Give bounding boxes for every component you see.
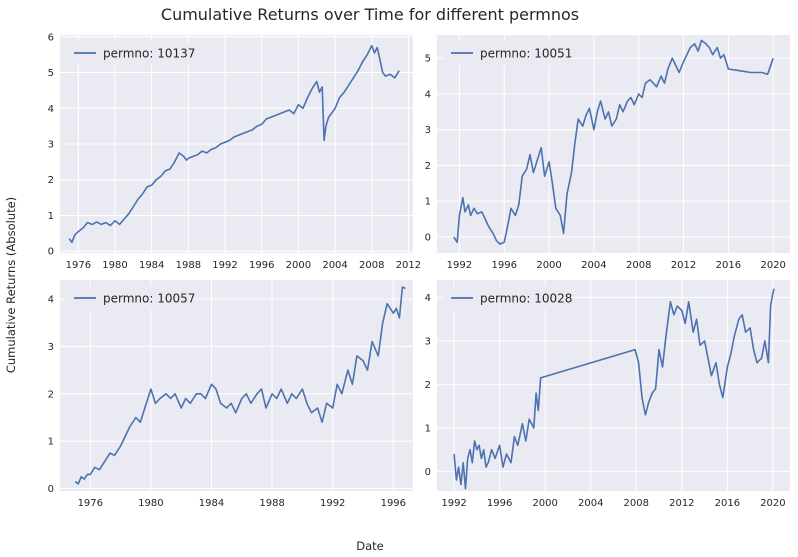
- plot-area: [437, 280, 790, 491]
- x-tick-label: 1976: [66, 260, 91, 271]
- y-tick-label: 2: [425, 380, 431, 391]
- legend-label: permno: 10028: [480, 292, 572, 306]
- x-tick-label: 2012: [669, 498, 694, 509]
- series-line: [453, 39, 774, 245]
- x-tick-label: 2000: [532, 498, 557, 509]
- plot-area: [60, 280, 413, 491]
- x-tick-label: 1980: [138, 498, 163, 509]
- x-tick-label: 1992: [320, 498, 345, 509]
- x-tick-label: 2008: [626, 260, 651, 271]
- x-tick-label: 1992: [212, 260, 237, 271]
- x-tick-label: 2008: [624, 498, 649, 509]
- legend-label: permno: 10057: [103, 292, 195, 306]
- x-tick-label: 1996: [249, 260, 274, 271]
- y-tick-label: 0: [425, 232, 431, 243]
- y-tick-label: 1: [425, 197, 431, 208]
- y-tick-label: 2: [48, 389, 54, 400]
- y-tick-label: 2: [425, 161, 431, 172]
- y-tick-label: 0: [48, 484, 54, 495]
- legend-box: [66, 286, 189, 310]
- legend: permno: 10137: [66, 41, 195, 65]
- x-tick-label: 2016: [716, 260, 741, 271]
- subplot-10137: 1976 1980 1984 1988 1992 1996 2000 2004 2008 2012…: [48, 32, 422, 271]
- legend: permno: 10057: [66, 286, 195, 310]
- y-tick-label: 1: [425, 423, 431, 434]
- x-tick-label: 1996: [487, 498, 512, 509]
- subplot-10057: 1976 1980 1984 1988 1992 1996 0 1 2 3 4 permno: 100…: [48, 280, 413, 509]
- x-tick-label: 2004: [581, 260, 606, 271]
- x-tick-label: 2004: [322, 260, 347, 271]
- x-tick-label: 2016: [715, 498, 740, 509]
- x-tick-label: 1976: [78, 498, 103, 509]
- x-tick-label: 1988: [259, 498, 284, 509]
- x-tick-label: 2000: [286, 260, 311, 271]
- x-tick-label: 1996: [492, 260, 517, 271]
- subplot-10051: 1992 1996 2000 2004 2008 2012 2016 2020 0 1 2 3 4 5 pe…: [425, 35, 790, 271]
- plot-area: [437, 35, 790, 253]
- series-line: [453, 288, 775, 490]
- x-tick-label: 2020: [760, 498, 785, 509]
- y-tick-label: 4: [48, 104, 54, 115]
- x-tick-label: 2020: [760, 260, 785, 271]
- y-tick-label: 3: [48, 140, 54, 151]
- x-tick-label: 2008: [359, 260, 384, 271]
- figure-ylabel: Cumulative Returns (Absolute): [4, 197, 18, 373]
- figure-xlabel: Date: [356, 539, 384, 553]
- legend-box: [443, 286, 566, 310]
- legend: permno: 10051: [443, 41, 572, 65]
- series-line: [74, 286, 406, 485]
- x-tick-label: 2000: [536, 260, 561, 271]
- y-tick-label: 3: [425, 336, 431, 347]
- y-tick-label: 3: [425, 125, 431, 136]
- x-tick-label: 1992: [441, 498, 466, 509]
- x-tick-label: 1984: [199, 498, 224, 509]
- y-tick-label: 1: [48, 211, 54, 222]
- y-tick-label: 3: [48, 342, 54, 353]
- y-tick-label: 0: [425, 467, 431, 478]
- y-tick-label: 1: [48, 437, 54, 448]
- y-tick-label: 4: [48, 294, 54, 305]
- x-tick-label: 1980: [102, 260, 127, 271]
- x-tick-label: 2012: [671, 260, 696, 271]
- y-tick-label: 4: [425, 89, 431, 100]
- legend-label: permno: 10051: [480, 47, 572, 61]
- figure-title: Cumulative Returns over Time for differe…: [161, 5, 579, 24]
- x-tick-label: 1992: [447, 260, 472, 271]
- y-tick-label: 6: [48, 32, 54, 43]
- y-tick-label: 5: [425, 54, 431, 65]
- x-tick-label: 2012: [396, 260, 421, 271]
- legend-label: permno: 10137: [103, 47, 195, 61]
- y-tick-label: 2: [48, 175, 54, 186]
- x-tick-label: 2004: [578, 498, 603, 509]
- x-tick-label: 1988: [176, 260, 201, 271]
- legend: permno: 10028: [443, 286, 572, 310]
- y-tick-label: 5: [48, 68, 54, 79]
- y-tick-label: 0: [48, 247, 54, 258]
- legend-box: [443, 41, 566, 65]
- x-tick-label: 1984: [139, 260, 164, 271]
- series-line: [68, 44, 400, 244]
- legend-box: [66, 41, 189, 65]
- y-tick-label: 4: [425, 293, 431, 304]
- subplot-10028: 1992 1996 2000 2004 2008 2012 2016 2020 0 1 2 3 4 per…: [425, 280, 790, 509]
- x-tick-label: 1996: [381, 498, 406, 509]
